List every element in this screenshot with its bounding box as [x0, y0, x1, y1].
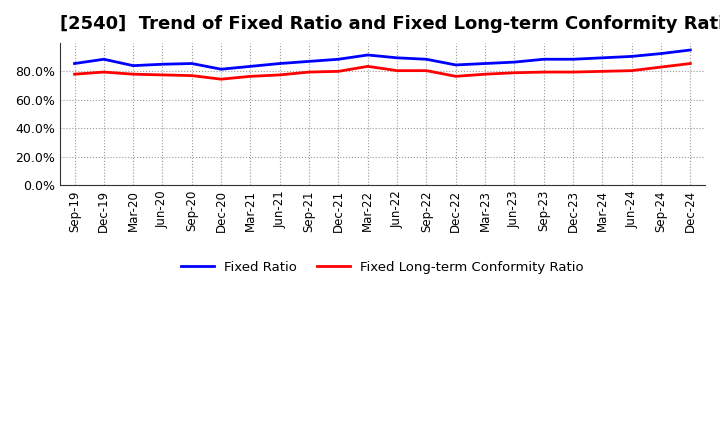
Fixed Long-term Conformity Ratio: [334, 69, 343, 74]
Fixed Long-term Conformity Ratio: [481, 72, 490, 77]
Fixed Long-term Conformity Ratio: [539, 70, 548, 75]
Fixed Long-term Conformity Ratio: [686, 61, 695, 66]
Fixed Ratio: [276, 61, 284, 66]
Fixed Ratio: [539, 57, 548, 62]
Fixed Long-term Conformity Ratio: [627, 68, 636, 73]
Fixed Ratio: [364, 52, 372, 58]
Fixed Long-term Conformity Ratio: [305, 70, 313, 75]
Fixed Ratio: [657, 51, 665, 56]
Fixed Ratio: [569, 57, 577, 62]
Fixed Ratio: [305, 59, 313, 64]
Legend: Fixed Ratio, Fixed Long-term Conformity Ratio: Fixed Ratio, Fixed Long-term Conformity …: [176, 256, 590, 279]
Fixed Ratio: [598, 55, 607, 60]
Fixed Long-term Conformity Ratio: [246, 73, 255, 79]
Fixed Ratio: [422, 57, 431, 62]
Fixed Long-term Conformity Ratio: [393, 68, 402, 73]
Fixed Long-term Conformity Ratio: [657, 64, 665, 70]
Text: [2540]  Trend of Fixed Ratio and Fixed Long-term Conformity Ratio: [2540] Trend of Fixed Ratio and Fixed Lo…: [60, 15, 720, 33]
Fixed Ratio: [71, 61, 79, 66]
Fixed Long-term Conformity Ratio: [129, 72, 138, 77]
Fixed Long-term Conformity Ratio: [99, 70, 108, 75]
Fixed Ratio: [451, 62, 460, 68]
Fixed Long-term Conformity Ratio: [510, 70, 518, 75]
Fixed Ratio: [158, 62, 167, 67]
Fixed Ratio: [129, 63, 138, 68]
Fixed Long-term Conformity Ratio: [364, 64, 372, 69]
Fixed Long-term Conformity Ratio: [451, 73, 460, 79]
Fixed Ratio: [334, 57, 343, 62]
Fixed Ratio: [510, 59, 518, 65]
Line: Fixed Long-term Conformity Ratio: Fixed Long-term Conformity Ratio: [75, 63, 690, 79]
Fixed Ratio: [246, 64, 255, 69]
Fixed Ratio: [686, 48, 695, 53]
Fixed Ratio: [393, 55, 402, 60]
Fixed Ratio: [217, 66, 225, 72]
Fixed Long-term Conformity Ratio: [569, 70, 577, 75]
Fixed Long-term Conformity Ratio: [187, 73, 196, 78]
Fixed Long-term Conformity Ratio: [276, 72, 284, 77]
Fixed Long-term Conformity Ratio: [422, 68, 431, 73]
Fixed Ratio: [627, 54, 636, 59]
Fixed Ratio: [187, 61, 196, 66]
Fixed Ratio: [481, 61, 490, 66]
Fixed Long-term Conformity Ratio: [158, 72, 167, 77]
Fixed Long-term Conformity Ratio: [71, 72, 79, 77]
Fixed Long-term Conformity Ratio: [598, 69, 607, 74]
Fixed Long-term Conformity Ratio: [217, 77, 225, 82]
Line: Fixed Ratio: Fixed Ratio: [75, 50, 690, 69]
Fixed Ratio: [99, 57, 108, 62]
